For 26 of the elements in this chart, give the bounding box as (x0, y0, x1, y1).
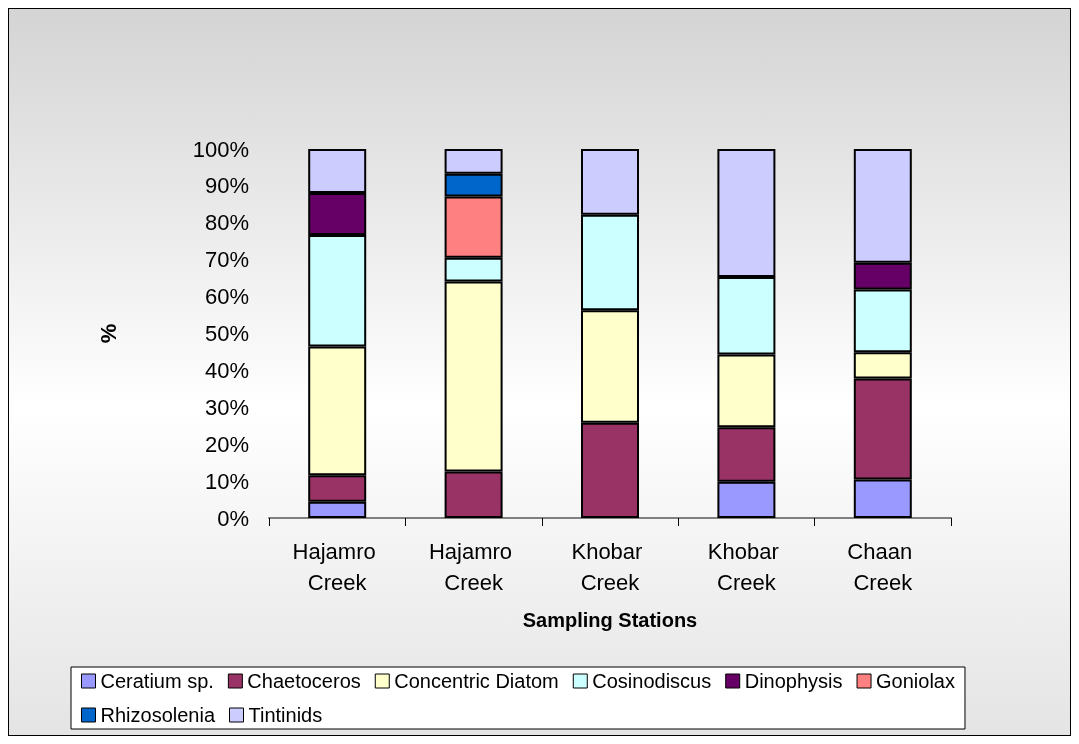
x-tick-label: Hajamro Creek (428, 539, 519, 595)
x-tick-label: Khobar Creek (571, 539, 649, 595)
x-tick-label: Chaan Creek (847, 539, 919, 595)
legend-label: Chaetoceros (247, 670, 361, 692)
y-tick-label: 70% (204, 247, 249, 273)
y-tick-label: 60% (204, 284, 249, 310)
y-tick-label: 50% (204, 321, 249, 346)
y-tick-label: 80% (204, 210, 249, 236)
legend-label: Ceratium sp. (100, 670, 214, 692)
y-tick-label: 10% (204, 468, 249, 494)
y-tick-label: 40% (204, 357, 249, 383)
y-tick-label: 0% (217, 505, 249, 531)
legend-label: Concentric Diatom (394, 670, 559, 692)
y-axis-title: % (95, 323, 121, 344)
y-tick-label: 90% (204, 173, 249, 199)
x-tick-label: Khobar Creek (707, 539, 785, 595)
y-tick-label: 20% (204, 431, 249, 457)
x-axis-title: Sampling Stations (522, 609, 698, 631)
legend-label: Cosinodiscus (592, 670, 712, 692)
legend-label: Goniolax (876, 670, 955, 692)
y-tick-label: 30% (204, 394, 249, 420)
legend-label: Tintinids (248, 704, 323, 726)
legend-label: Dinophysis (744, 670, 843, 692)
y-tick-label: 100% (192, 136, 249, 162)
legend-label: Rhizosolenia (100, 704, 216, 726)
x-tick-label: Hajamro Creek (292, 539, 382, 595)
